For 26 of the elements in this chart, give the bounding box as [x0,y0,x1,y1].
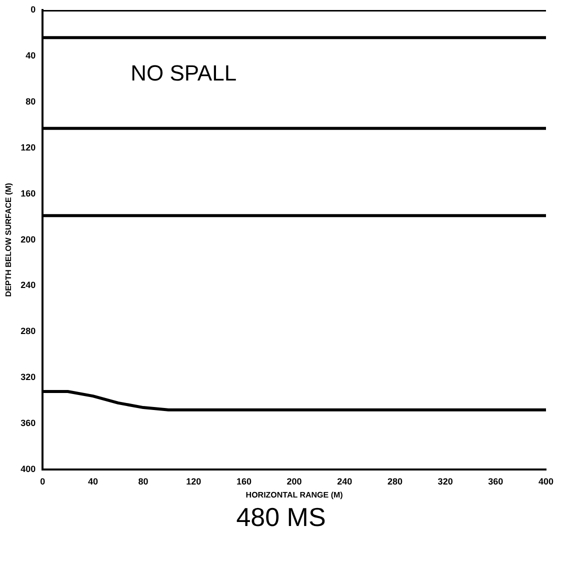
x-tick-label: 160 [236,476,252,486]
y-tick-label: 200 [20,234,36,244]
y-tick-label: 40 [26,50,36,60]
annotation: NO SPALL [130,60,237,86]
x-tick-label: 360 [488,476,504,486]
x-tick-label: 280 [387,476,402,486]
y-tick-label: 120 [20,142,36,152]
x-tick-label: 40 [88,476,98,486]
x-tick-label: 80 [138,476,148,486]
x-tick-label: 240 [337,476,352,486]
y-axis-title: DEPTH BELOW SURFACE (M) [4,182,14,297]
y-tick-label: 0 [30,4,36,14]
x-tick-label: 400 [538,476,554,486]
y-tick-label: 240 [20,280,36,290]
x-axis-title: HORIZONTAL RANGE (M) [246,490,344,500]
y-tick-label: 320 [20,372,36,382]
y-tick-label: 360 [20,418,36,428]
y-tick-label: 280 [20,326,36,336]
x-tick-label: 200 [286,476,302,486]
x-tick-label: 120 [186,476,202,486]
x-tick-label: 320 [438,476,453,486]
text: 480 MS [235,502,327,533]
y-tick-label: 80 [26,96,36,106]
y-tick-label: 160 [20,188,36,198]
x-tick-label: 0 [40,476,46,486]
y-tick-label: 400 [20,464,36,474]
